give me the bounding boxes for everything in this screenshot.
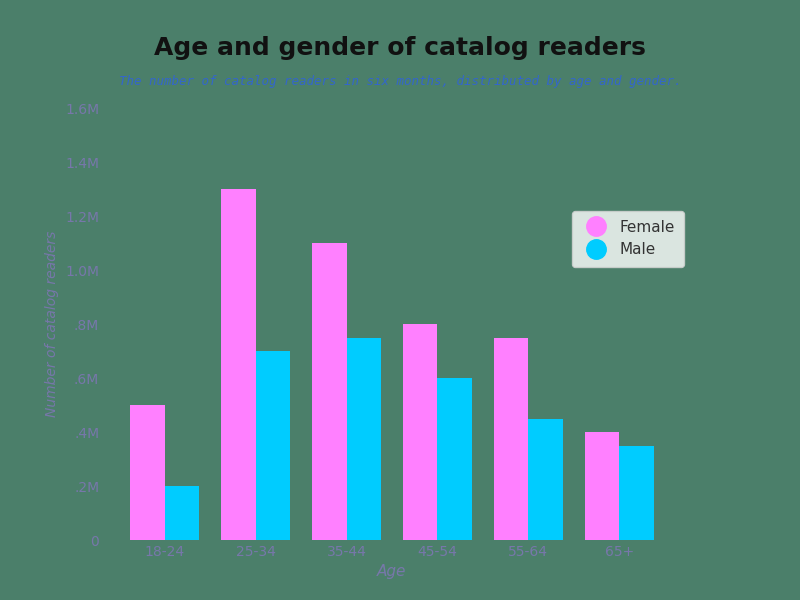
Legend: Female, Male: Female, Male [572, 211, 684, 266]
Bar [165, 486, 199, 540]
Bar [130, 405, 165, 540]
Bar [312, 243, 346, 540]
Y-axis label: Number of catalog readers: Number of catalog readers [46, 231, 59, 417]
Text: Age and gender of catalog readers: Age and gender of catalog readers [154, 36, 646, 60]
Bar [585, 432, 619, 540]
Bar [528, 419, 563, 540]
Bar [346, 337, 381, 540]
Text: The number of catalog readers in six months, distributed by age and gender.: The number of catalog readers in six mon… [118, 75, 682, 88]
Bar [256, 351, 290, 540]
Bar [438, 378, 472, 540]
X-axis label: Age: Age [378, 565, 406, 580]
Bar [403, 324, 438, 540]
Bar [619, 445, 654, 540]
Bar [494, 337, 528, 540]
Bar [221, 189, 256, 540]
